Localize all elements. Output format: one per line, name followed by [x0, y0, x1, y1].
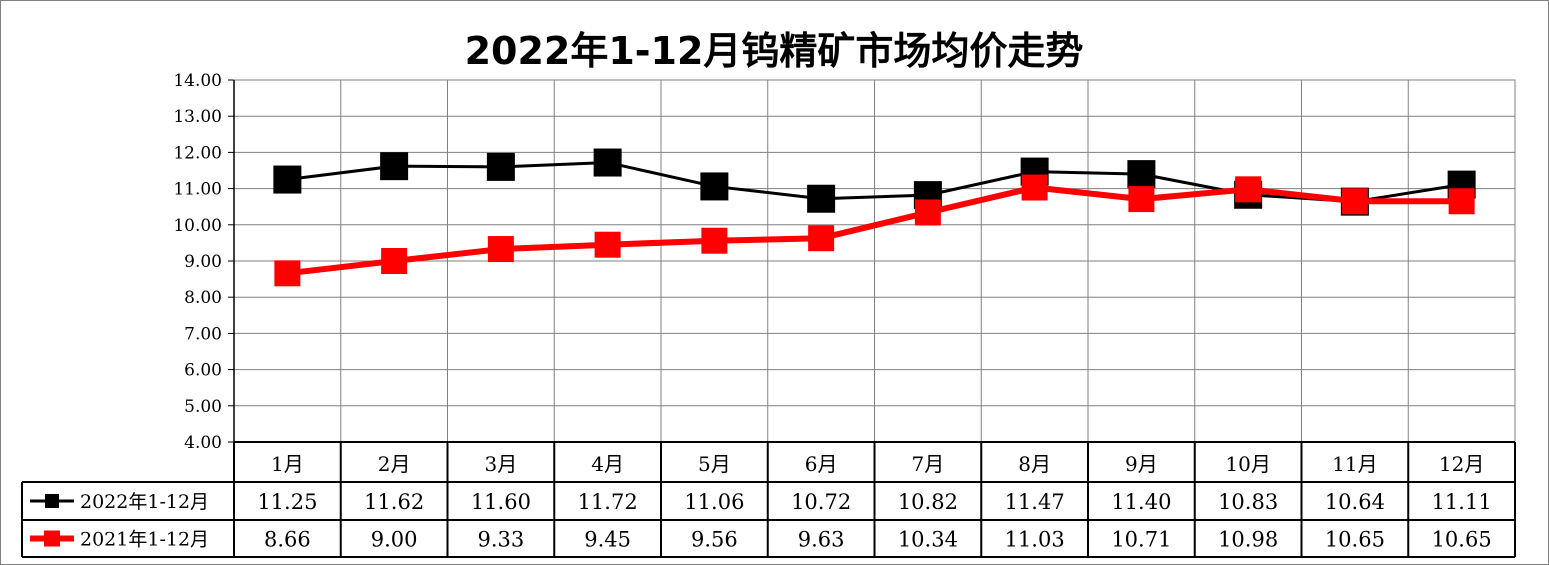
data-cell: 11.03 [1005, 528, 1065, 552]
data-cell: 10.64 [1325, 490, 1385, 514]
y-tick-label: 10.00 [173, 216, 222, 236]
y-tick-label: 8.00 [184, 288, 222, 308]
data-point [807, 184, 836, 213]
y-tick-label: 14.00 [173, 71, 222, 91]
series-layer [273, 148, 1476, 287]
y-tick-label: 11.00 [173, 180, 222, 200]
data-cell: 10.82 [898, 490, 958, 514]
data-cell: 9.00 [371, 528, 418, 552]
data-point [701, 227, 728, 254]
legend-label: 2022年1-12月 [80, 491, 209, 513]
category-label: 4月 [591, 452, 624, 476]
y-tick-label: 4.00 [184, 433, 222, 453]
y-tick-label: 13.00 [173, 107, 222, 127]
data-point [1448, 188, 1475, 215]
category-label: 6月 [805, 452, 838, 476]
category-label: 7月 [912, 452, 945, 476]
data-point [274, 260, 301, 287]
category-label: 5月 [698, 452, 731, 476]
y-tick-label: 7.00 [184, 324, 222, 344]
y-tick-label: 9.00 [184, 252, 222, 272]
y-axis-ticks: 4.00 5.00 6.00 7.00 8.00 9.00 10.00 11.00 12.00 1… [173, 71, 222, 453]
data-cell: 8.66 [264, 528, 311, 552]
data-point [1021, 174, 1048, 201]
legend-label: 2021年1-12月 [80, 529, 209, 551]
data-cell: 9.33 [477, 528, 524, 552]
category-label: 2月 [378, 452, 411, 476]
data-cell: 11.40 [1111, 490, 1171, 514]
data-cell: 9.45 [584, 528, 631, 552]
data-cell: 10.72 [791, 490, 851, 514]
y-tick-label: 6.00 [184, 361, 222, 381]
data-point [1128, 186, 1155, 213]
data-cell: 11.62 [364, 490, 424, 514]
legend-marker [45, 494, 59, 508]
data-cell: 11.06 [684, 490, 744, 514]
category-label: 11月 [1332, 452, 1377, 476]
data-cell: 10.65 [1432, 528, 1492, 552]
data-point [700, 172, 729, 201]
category-label: 10月 [1225, 452, 1270, 476]
data-point [486, 152, 515, 181]
series-line [287, 184, 1462, 277]
data-point [594, 231, 621, 258]
category-label: 3月 [485, 452, 518, 476]
data-cell: 11.72 [578, 490, 638, 514]
data-point [1235, 176, 1262, 203]
data-cell: 11.60 [471, 490, 531, 514]
data-point [593, 148, 622, 177]
series-line [287, 161, 1462, 204]
y-tick-label: 5.00 [184, 397, 222, 417]
data-cell: 10.98 [1218, 528, 1278, 552]
data-point [380, 152, 409, 181]
category-label: 12月 [1439, 452, 1484, 476]
data-cell: 10.34 [898, 528, 958, 552]
data-cell: 9.63 [798, 528, 845, 552]
legend-marker [44, 530, 60, 547]
y-tick-label: 12.00 [173, 143, 222, 163]
data-point [808, 225, 835, 252]
data-point [1341, 188, 1368, 215]
category-label: 1月 [271, 452, 304, 476]
data-cell: 9.56 [691, 528, 738, 552]
data-cell: 11.25 [257, 490, 317, 514]
data-point [487, 236, 514, 263]
category-label: 9月 [1125, 452, 1158, 476]
chart-title: 2022年1-12月钨精矿市场均价走势 [465, 29, 1084, 73]
data-point [381, 248, 408, 274]
data-cell: 10.65 [1325, 528, 1385, 552]
data-cell: 10.71 [1111, 528, 1171, 552]
data-point [273, 165, 302, 194]
data-point [914, 199, 941, 226]
data-cell: 10.83 [1218, 490, 1278, 514]
category-label: 8月 [1018, 452, 1051, 476]
data-cell: 11.47 [1005, 490, 1065, 514]
data-cell: 11.11 [1432, 490, 1492, 514]
data-point [1127, 160, 1156, 189]
data-table: 1月 2月 3月 4月 5月 6月 7月 8月 9月 10月 11月 12月 2022年1-12月 11.… [21, 441, 1516, 558]
